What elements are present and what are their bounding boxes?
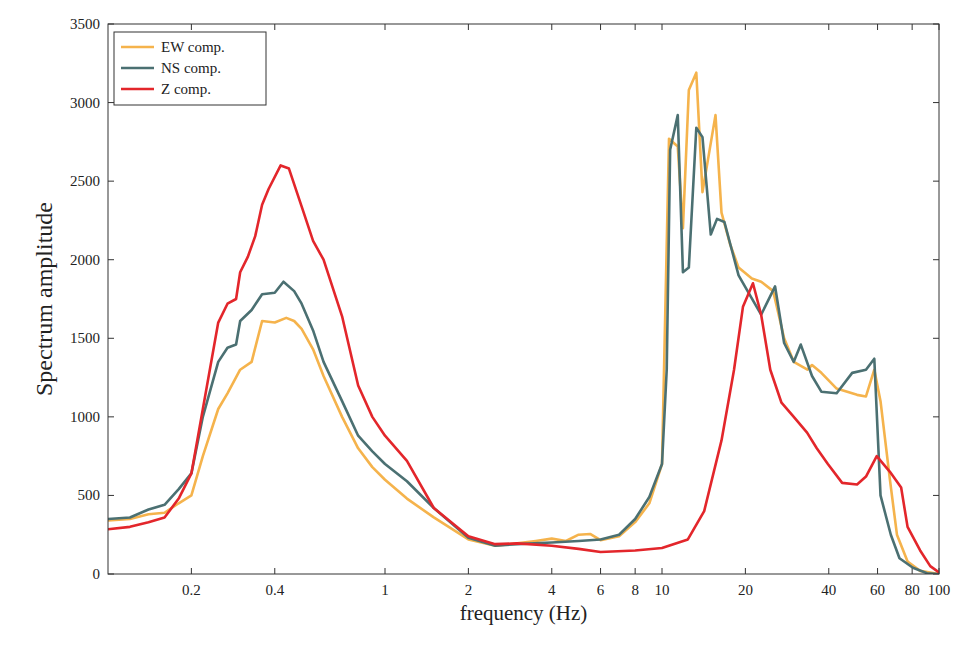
legend-swatch — [121, 46, 154, 49]
chart: 05001000150020002500300035000.20.4124681… — [0, 0, 978, 649]
legend-label: Z comp. — [161, 81, 211, 97]
x-tick — [635, 568, 636, 574]
plot-area — [108, 73, 939, 574]
y-tick — [108, 181, 114, 182]
x-tick — [828, 24, 829, 30]
background — [0, 0, 978, 649]
x-tick — [662, 568, 663, 574]
legend — [114, 32, 266, 105]
x-tick — [745, 24, 746, 30]
x-tick — [385, 24, 386, 30]
y-tick-label: 500 — [78, 487, 101, 503]
x-tick — [468, 24, 469, 30]
x-tick — [191, 24, 192, 30]
x-tick — [274, 568, 275, 574]
x-tick — [828, 568, 829, 574]
x-tick — [662, 24, 663, 30]
series-line — [108, 115, 939, 574]
x-tick — [600, 24, 601, 30]
x-tick — [385, 568, 386, 574]
y-tick — [933, 259, 939, 260]
x-tick-label: 2 — [465, 582, 473, 598]
y-tick-label: 1500 — [70, 330, 100, 346]
legend-swatch — [121, 88, 154, 91]
x-tick-label: 40 — [821, 582, 836, 598]
y-tick-label: 2000 — [70, 252, 100, 268]
y-tick-label: 2500 — [70, 173, 100, 189]
x-tick — [745, 568, 746, 574]
x-tick — [551, 24, 552, 30]
x-tick — [877, 24, 878, 30]
x-tick-label: 4 — [548, 582, 556, 598]
x-tick — [468, 568, 469, 574]
x-tick-label: 10 — [655, 582, 670, 598]
x-tick-label: 60 — [870, 582, 885, 598]
x-tick-label: 8 — [631, 582, 639, 598]
legend-label: EW comp. — [161, 39, 225, 55]
y-axis-label: Spectrum amplitude — [31, 202, 57, 396]
y-tick — [933, 181, 939, 182]
x-tick-label: 0.4 — [265, 582, 284, 598]
y-tick — [108, 338, 114, 339]
y-tick — [108, 259, 114, 260]
y-tick-label: 0 — [93, 566, 101, 582]
x-tick-label: 100 — [928, 582, 951, 598]
legend-swatch — [121, 67, 154, 70]
y-tick-label: 3000 — [70, 95, 100, 111]
y-tick — [108, 495, 114, 496]
x-tick — [274, 24, 275, 30]
x-tick-label: 0.2 — [182, 582, 201, 598]
x-tick-label: 1 — [381, 582, 389, 598]
x-tick — [635, 24, 636, 30]
legend-label: NS comp. — [161, 60, 221, 76]
plot-frame — [108, 24, 939, 574]
y-tick — [933, 495, 939, 496]
x-tick-label: 6 — [597, 582, 605, 598]
x-tick-label: 20 — [738, 582, 753, 598]
x-tick — [877, 568, 878, 574]
series-line — [108, 165, 939, 572]
x-axis-label: frequency (Hz) — [460, 601, 588, 625]
y-tick — [933, 102, 939, 103]
x-tick — [551, 568, 552, 574]
y-tick — [933, 416, 939, 417]
y-tick — [108, 102, 114, 103]
x-tick — [600, 568, 601, 574]
y-tick — [108, 416, 114, 417]
y-tick — [933, 338, 939, 339]
y-tick-label: 1000 — [70, 409, 100, 425]
x-tick — [912, 24, 913, 30]
x-tick-label: 80 — [905, 582, 920, 598]
y-tick-label: 3500 — [70, 16, 100, 32]
x-tick — [191, 568, 192, 574]
series-line — [108, 73, 939, 574]
